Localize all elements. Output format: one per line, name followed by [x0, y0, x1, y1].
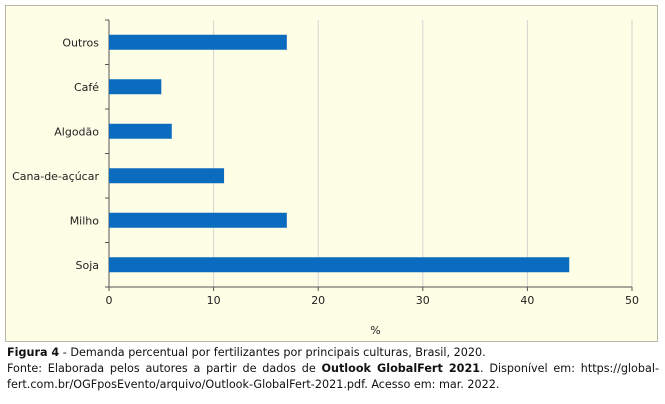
category-label-2: Algodão [54, 125, 99, 138]
category-label-0: Outros [62, 36, 99, 49]
bar-0 [109, 34, 287, 50]
figure-caption: Figura 4 - Demanda percentual por fertil… [7, 345, 659, 393]
x-tick-label-5: 50 [625, 294, 639, 307]
figure-label: Figura 4 [7, 346, 60, 359]
bar-chart: 0 10 20 30 40 50 Outros Café Algodão Cana-de-açúc… [12, 19, 639, 337]
category-label-5: Soja [75, 259, 99, 272]
bar-2 [109, 123, 172, 139]
category-label-1: Café [74, 81, 99, 94]
x-tick-label-0: 0 [106, 294, 113, 307]
x-tick-label-2: 20 [311, 294, 325, 307]
source-suffix: . Disponível em: https://global-fert.com… [7, 362, 659, 391]
bar-1 [109, 79, 162, 95]
bar-3 [109, 168, 225, 184]
source-title: Outlook GlobalFert 2021 [321, 362, 481, 375]
x-tick-label-1: 10 [207, 294, 221, 307]
x-tick-label-3: 30 [416, 294, 430, 307]
chart-panel: 0 10 20 30 40 50 Outros Café Algodão Cana-de-açúc… [5, 5, 658, 342]
x-tick-label-4: 40 [520, 294, 534, 307]
bar-5 [109, 257, 570, 273]
category-label-3: Cana-de-açúcar [12, 170, 99, 183]
category-label-4: Milho [70, 214, 100, 227]
figure-title-line: Figura 4 - Demanda percentual por fertil… [7, 345, 659, 361]
source-prefix: Fonte: Elaborada pelos autores a partir … [7, 362, 322, 375]
bar-4 [109, 212, 287, 228]
figure-source-line: Fonte: Elaborada pelos autores a partir … [7, 361, 659, 393]
figure-title: - Demanda percentual por fertilizantes p… [59, 346, 486, 359]
x-axis-title: % [370, 324, 380, 337]
